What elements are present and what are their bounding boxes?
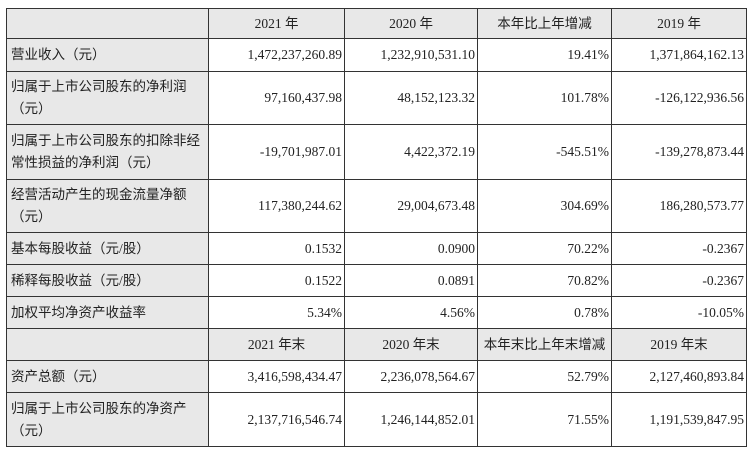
table-cell: 70.22%	[477, 232, 612, 265]
table-cell: 4,422,372.19	[344, 124, 478, 180]
column-header: 2021 年末	[208, 328, 345, 361]
table-cell: 2,236,078,564.67	[344, 360, 478, 393]
table-cell: 186,280,573.77	[611, 179, 747, 233]
column-header: 2020 年末	[344, 328, 478, 361]
column-header: 本年比上年增减	[477, 8, 612, 39]
column-header: 本年末比上年末增减	[477, 328, 612, 361]
table-row: 经营活动产生的现金流量净额（元） 117,380,244.62 29,004,673…	[6, 179, 747, 233]
row-label: 归属于上市公司股东的净利润（元）	[6, 71, 209, 125]
row-label: 加权平均净资产收益率	[6, 296, 209, 329]
table-cell: 117,380,244.62	[208, 179, 345, 233]
column-header: 2019 年	[611, 8, 747, 39]
table-cell: 29,004,673.48	[344, 179, 478, 233]
column-header: 2019 年末	[611, 328, 747, 361]
row-label: 经营活动产生的现金流量净额（元）	[6, 179, 209, 233]
table-cell: 48,152,123.32	[344, 71, 478, 125]
table-cell: -19,701,987.01	[208, 124, 345, 180]
row-label: 归属于上市公司股东的扣除非经常性损益的净利润（元）	[6, 124, 209, 180]
header-row: 2021 年 2020 年本年比上年增减 2019 年	[6, 8, 747, 39]
table-cell: 2,127,460,893.84	[611, 360, 747, 393]
table-cell: 0.0891	[344, 264, 478, 297]
table-cell: -126,122,936.56	[611, 71, 747, 125]
column-header	[6, 328, 209, 361]
table-cell: 5.34%	[208, 296, 345, 329]
table-row: 营业收入（元） 1,472,237,260.89 1,232,910,531.10 1…	[6, 38, 747, 72]
table-cell: 52.79%	[477, 360, 612, 393]
row-label: 基本每股收益（元/股）	[6, 232, 209, 265]
row-label: 归属于上市公司股东的净资产（元）	[6, 392, 209, 447]
column-header: 2021 年	[208, 8, 345, 39]
table-cell: 0.0900	[344, 232, 478, 265]
table-cell: 1,191,539,847.95	[611, 392, 747, 447]
table-row: 基本每股收益（元/股） 0.1532 0.0900 70.22% -0.2367	[6, 232, 747, 265]
table-cell: 70.82%	[477, 264, 612, 297]
table-cell: 1,472,237,260.89	[208, 38, 345, 72]
row-label: 稀释每股收益（元/股）	[6, 264, 209, 297]
table-cell: -0.2367	[611, 232, 747, 265]
header-row: 2021 年末 2020 年末 本年末比上年末增减 2019 年末	[6, 328, 747, 361]
table-row: 加权平均净资产收益率 5.34% 4.56% 0.78% -10.05%	[6, 296, 747, 329]
column-header: 2020 年	[344, 8, 478, 39]
table-cell: 1,232,910,531.10	[344, 38, 478, 72]
table-cell: 3,416,598,434.47	[208, 360, 345, 393]
table-row: 归属于上市公司股东的扣除非经常性损益的净利润（元） -19,701,987.01 4…	[6, 124, 747, 180]
table-cell: 2,137,716,546.74	[208, 392, 345, 447]
table-cell: 1,246,144,852.01	[344, 392, 478, 447]
row-label: 资产总额（元）	[6, 360, 209, 393]
table-cell: 0.78%	[477, 296, 612, 329]
table-row: 稀释每股收益（元/股） 0.1522 0.0891 70.82% -0.2367	[6, 264, 747, 297]
table-cell: 71.55%	[477, 392, 612, 447]
table-cell: 1,371,864,162.13	[611, 38, 747, 72]
table-cell: 0.1522	[208, 264, 345, 297]
table-row: 归属于上市公司股东的净利润（元） 97,160,437.98 48,152,123.…	[6, 71, 747, 125]
table-cell: 97,160,437.98	[208, 71, 345, 125]
table-cell: -545.51%	[477, 124, 612, 180]
table-cell: 0.1532	[208, 232, 345, 265]
table-cell: 19.41%	[477, 38, 612, 72]
table-row: 归属于上市公司股东的净资产（元） 2,137,716,546.74 1,246,14…	[6, 392, 747, 447]
table-cell: -139,278,873.44	[611, 124, 747, 180]
table-cell: -0.2367	[611, 264, 747, 297]
table-cell: 304.69%	[477, 179, 612, 233]
table-cell: 101.78%	[477, 71, 612, 125]
financial-summary-table: 2021 年 2020 年本年比上年增减 2019 年营业收入（元） 1,472,23…	[6, 8, 747, 447]
column-header	[6, 8, 209, 39]
table-cell: -10.05%	[611, 296, 747, 329]
table-row: 资产总额（元） 3,416,598,434.47 2,236,078,564.67 5…	[6, 360, 747, 393]
table-cell: 4.56%	[344, 296, 478, 329]
row-label: 营业收入（元）	[6, 38, 209, 72]
